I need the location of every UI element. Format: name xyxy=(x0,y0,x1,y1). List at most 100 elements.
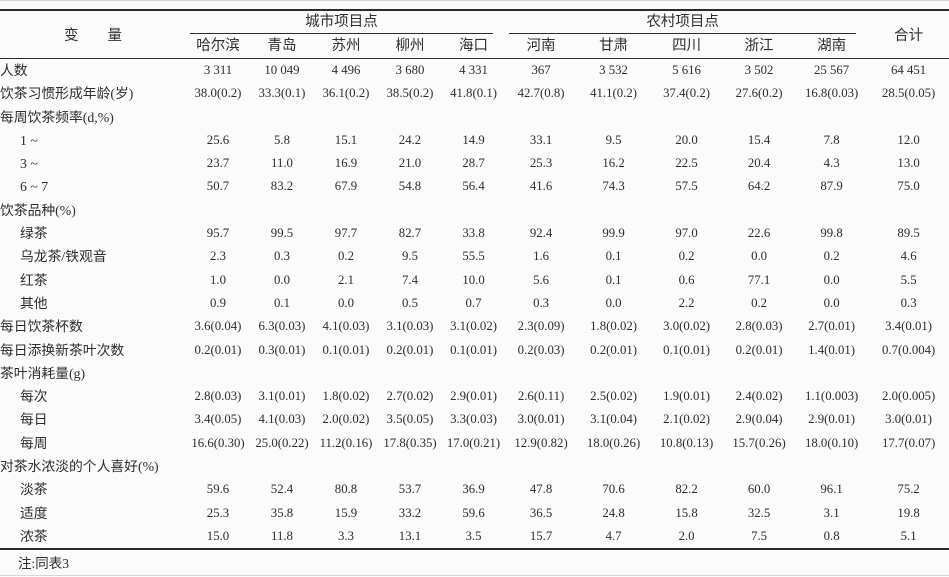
table-cell: 1.1(0.003) xyxy=(804,389,859,404)
table-cell: 0.1(0.01) xyxy=(322,342,370,357)
table-cell: 2.9(0.04) xyxy=(735,412,783,427)
row-label: 乌龙茶/铁观音 xyxy=(20,249,107,265)
table-cell: 55.5 xyxy=(462,249,485,264)
table-cell: 3.3 xyxy=(338,528,354,543)
table-cell xyxy=(250,199,314,222)
table-cell: 0.0 xyxy=(605,295,622,310)
table-cell: 0.3 xyxy=(900,295,917,310)
table-cell: 20.0 xyxy=(675,132,698,147)
table-cell: 9.5 xyxy=(605,132,622,147)
table-cell: 2.0(0.005) xyxy=(881,389,936,404)
table-cell: 3.6(0.04) xyxy=(194,319,242,334)
table-cell: 367 xyxy=(531,63,551,77)
row-label: 每次 xyxy=(20,389,48,405)
table-cell: 0.3 xyxy=(274,249,290,264)
table-cell xyxy=(795,362,868,385)
table-cell: 3 680 xyxy=(395,63,425,77)
table-cell: 89.5 xyxy=(897,226,920,241)
table-cell xyxy=(186,362,250,385)
urban-group-label: 城市项目点 xyxy=(190,11,494,34)
table-cell: 41.1(0.2) xyxy=(590,86,638,101)
table-cell: 97.7 xyxy=(334,226,358,241)
table-cell xyxy=(442,199,505,222)
table-cell: 18.0(0.10) xyxy=(804,435,859,450)
table-cell: 32.5 xyxy=(747,505,771,520)
table-cell: 22.5 xyxy=(675,156,698,171)
table-cell: 17.0(0.21) xyxy=(446,435,501,450)
table-cell: 0.2(0.01) xyxy=(735,342,783,357)
site-column-header: 海口 xyxy=(459,38,489,54)
urban-group-header-cell: 城市项目点 xyxy=(186,10,505,34)
table-cell: 33.1 xyxy=(529,132,553,147)
table-cell: 23.7 xyxy=(206,156,230,171)
table-row: 每周饮茶频率(d,%) xyxy=(0,106,949,129)
table-cell: 4.1(0.03) xyxy=(258,412,306,427)
site-column-header: 四川 xyxy=(672,38,702,54)
table-cell: 0.0 xyxy=(751,249,768,264)
table-cell xyxy=(250,362,314,385)
table-cell: 47.8 xyxy=(529,482,553,497)
table-cell xyxy=(650,362,723,385)
table-cell: 3.5(0.05) xyxy=(386,412,434,427)
top-rule xyxy=(0,0,949,1)
table-cell: 2.3 xyxy=(210,249,226,264)
table-cell: 56.4 xyxy=(462,179,485,194)
table-cell: 3.1(0.04) xyxy=(590,412,638,427)
table-cell: 2.8(0.03) xyxy=(194,389,242,404)
table-cell: 0.0 xyxy=(274,272,290,287)
table-cell: 0.0 xyxy=(823,272,840,287)
table-cell: 3.4(0.01) xyxy=(885,319,933,334)
table-cell: 0.2(0.01) xyxy=(590,342,638,357)
table-cell: 0.1 xyxy=(605,272,622,287)
table-cell: 99.9 xyxy=(602,226,625,241)
table-cell: 74.3 xyxy=(602,179,625,194)
table-cell: 33.2 xyxy=(398,505,422,520)
table-cell: 0.2(0.01) xyxy=(386,342,434,357)
table-cell: 59.6 xyxy=(462,505,485,520)
table-cell: 7.8 xyxy=(823,132,840,147)
table-cell: 2.2 xyxy=(678,295,695,310)
table-cell: 5 616 xyxy=(672,63,701,77)
table-cell: 2.7(0.02) xyxy=(386,389,434,404)
table-cell: 59.6 xyxy=(206,482,230,497)
table-cell: 15.1 xyxy=(334,132,358,147)
table-cell: 41.6 xyxy=(529,179,553,194)
table-cell xyxy=(868,199,949,222)
table-row: 每次 2.8(0.03) 3.1(0.01) 1.8(0.02) 2.7(0.02) 2.… xyxy=(0,385,949,408)
table-cell: 3.0(0.01) xyxy=(885,412,933,427)
table-cell: 37.4(0.2) xyxy=(663,86,711,101)
table-body: 人数 3 311 10 049 4 496 3 680 4 331 367 3 532 5 61… xyxy=(0,59,949,550)
table-cell: 0.2 xyxy=(338,249,354,264)
table-cell: 5.6 xyxy=(533,272,550,287)
row-label: 饮茶品种(%) xyxy=(0,202,76,218)
table-cell: 2.0 xyxy=(678,528,695,543)
table-cell: 10 049 xyxy=(264,63,300,77)
table-cell: 2.3(0.09) xyxy=(517,319,565,334)
table-cell: 3.0(0.01) xyxy=(517,412,565,427)
table-cell: 5.5 xyxy=(900,272,917,287)
table-cell: 28.5(0.05) xyxy=(881,86,936,101)
table-cell: 4.7 xyxy=(605,528,622,543)
table-cell xyxy=(868,106,949,129)
table-row: 绿茶 95.7 99.5 97.7 82.7 33.8 92.4 99.9 97.0 22.6 99… xyxy=(0,222,949,245)
row-label: 每日添换新茶叶次数 xyxy=(0,342,125,358)
row-label: 6 ~ 7 xyxy=(20,179,49,195)
table-cell: 3.5 xyxy=(465,528,482,543)
table-cell: 16.9 xyxy=(334,156,358,171)
table-cell: 0.0 xyxy=(338,295,354,310)
table-cell: 0.2 xyxy=(823,249,840,264)
row-label: 淡茶 xyxy=(20,482,48,498)
table-cell: 24.2 xyxy=(398,132,422,147)
table-cell: 15.7(0.26) xyxy=(732,435,786,450)
table-row: 淡茶 59.6 52.4 80.8 53.7 36.9 47.8 70.6 82.2 60.0 96… xyxy=(0,478,949,501)
table-cell: 25.6 xyxy=(206,132,230,147)
table-cell xyxy=(442,106,505,129)
table-cell: 5.1 xyxy=(900,528,917,543)
site-header-row: 哈尔滨 青岛 苏州 柳州 海口 河南 甘肃 四川 浙江 湖南 xyxy=(0,34,949,59)
table-cell: 4 331 xyxy=(459,63,488,77)
table-cell: 42.7(0.8) xyxy=(517,86,565,101)
row-label: 其他 xyxy=(20,295,48,311)
table-cell: 2.4(0.02) xyxy=(735,389,783,404)
table-cell: 4.1(0.03) xyxy=(322,319,370,334)
table-row: 6 ~ 7 50.7 83.2 67.9 54.8 56.4 41.6 74.3 57.5 64.… xyxy=(0,175,949,198)
